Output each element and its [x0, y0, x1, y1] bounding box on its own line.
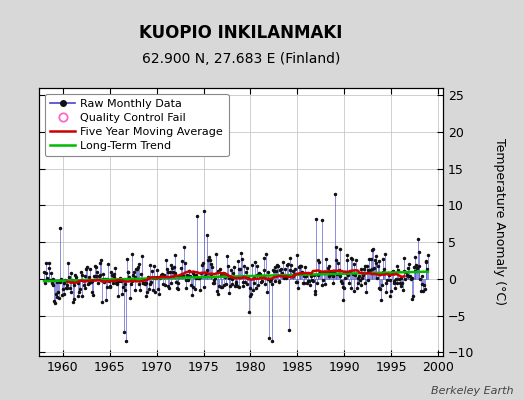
Y-axis label: Temperature Anomaly (°C): Temperature Anomaly (°C) — [494, 138, 507, 306]
Legend: Raw Monthly Data, Quality Control Fail, Five Year Moving Average, Long-Term Tren: Raw Monthly Data, Quality Control Fail, … — [45, 94, 228, 156]
Text: Berkeley Earth: Berkeley Earth — [431, 386, 514, 396]
Title: 62.900 N, 27.683 E (Finland): 62.900 N, 27.683 E (Finland) — [142, 52, 340, 66]
Text: KUOPIO INKILANMAKI: KUOPIO INKILANMAKI — [139, 24, 343, 42]
